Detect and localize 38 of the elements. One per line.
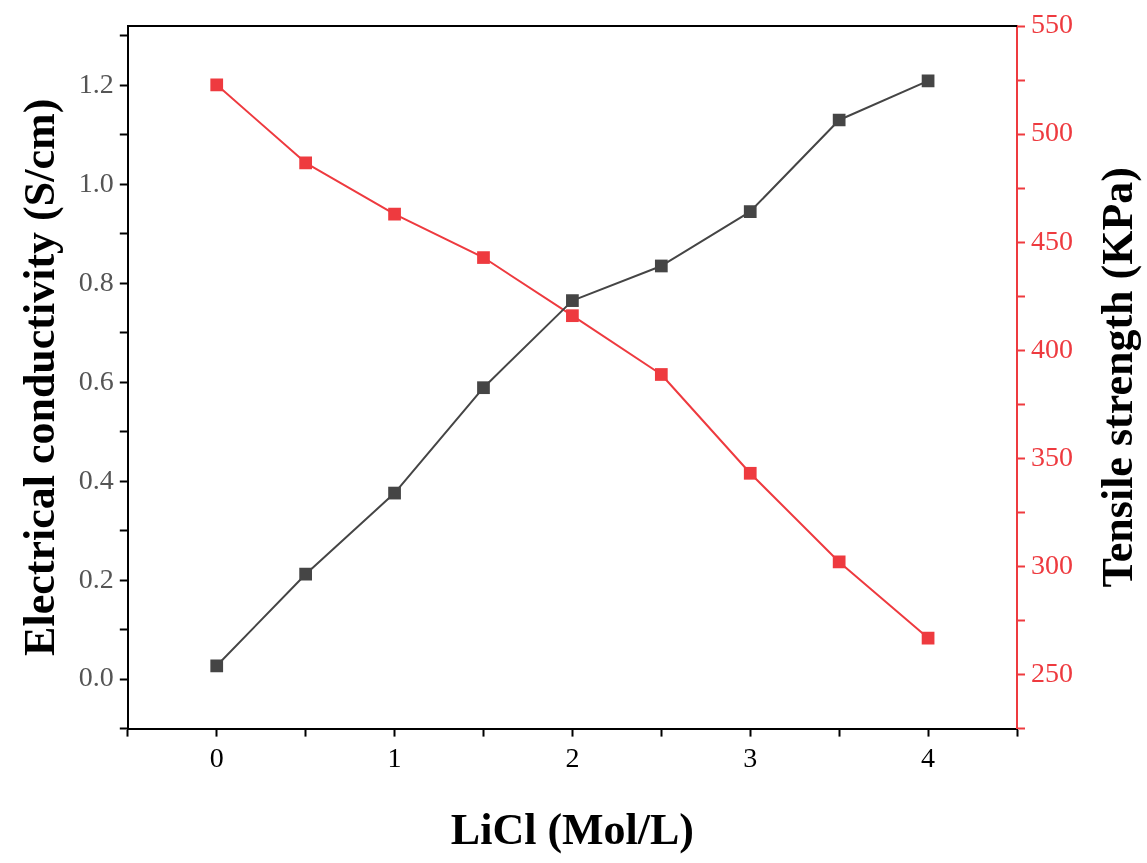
- point: [388, 207, 401, 221]
- point: [566, 294, 579, 307]
- y2-tick-label: 500: [1031, 116, 1073, 148]
- y2-tick-label: 250: [1031, 656, 1073, 688]
- x-tick-label: 3: [743, 741, 758, 773]
- y-tick-label: 1.2: [78, 67, 114, 99]
- y-tick-label: 0.4: [78, 463, 114, 495]
- y2-tick-label: 350: [1031, 440, 1073, 472]
- x-tick-label: 0: [209, 741, 224, 773]
- y-tick-label: 0.8: [78, 265, 114, 297]
- point: [743, 205, 757, 218]
- x-tick-label: 2: [565, 741, 580, 773]
- y2-tick-label: 300: [1031, 548, 1073, 580]
- point: [388, 486, 401, 500]
- y-tick-label: 0.6: [78, 364, 114, 396]
- x-tick-label: 4: [921, 741, 936, 773]
- point: [477, 381, 490, 395]
- point: [210, 78, 224, 92]
- y2-tick-label: 550: [1031, 8, 1073, 40]
- y-tick-label: 0.2: [78, 562, 114, 594]
- y-axis-title: Electrical conductivity (S/cm): [14, 98, 64, 656]
- y-tick-label: 0.0: [78, 661, 114, 693]
- point: [299, 156, 312, 170]
- point: [832, 555, 846, 569]
- y2-tick-label: 400: [1031, 332, 1073, 364]
- y2-axis-title: Tensile strength (KPa): [1093, 167, 1143, 588]
- point: [654, 259, 668, 273]
- point: [566, 309, 579, 323]
- point: [654, 368, 668, 381]
- point: [210, 659, 224, 673]
- point: [299, 567, 312, 581]
- point: [832, 113, 846, 127]
- x-axis-title: LiCl (Mol/L): [450, 804, 694, 854]
- point: [477, 251, 490, 264]
- x-tick-label: 1: [387, 741, 402, 773]
- point: [743, 466, 757, 480]
- y-tick-label: 1.0: [78, 166, 114, 198]
- y2-tick-label: 450: [1031, 224, 1073, 256]
